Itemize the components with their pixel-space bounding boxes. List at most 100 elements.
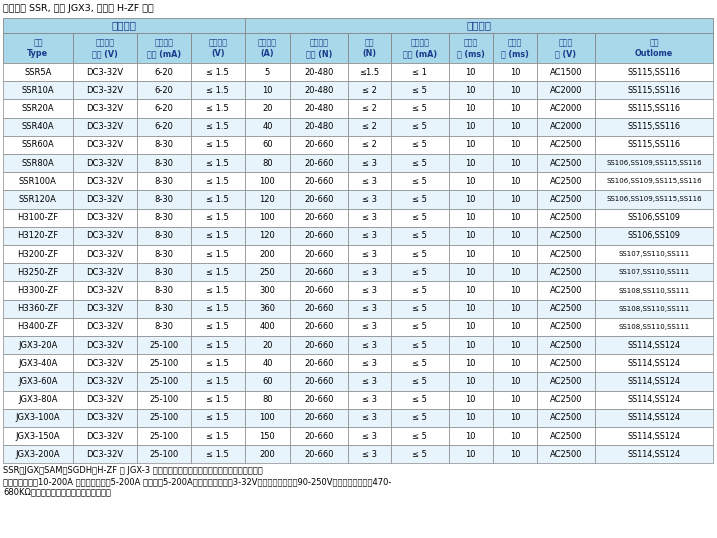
Bar [244,100,290,118]
Text: SS108,SS110,SS111: SS108,SS110,SS111 [618,306,690,312]
Bar [595,209,713,227]
Text: ≤ 5: ≤ 5 [412,341,427,350]
Bar [493,136,537,154]
Bar [391,300,449,318]
Text: JGX3-200A: JGX3-200A [16,450,60,459]
Text: DC3-32V: DC3-32V [87,140,123,150]
Bar [537,354,595,372]
Text: ≤ 1.5: ≤ 1.5 [206,213,229,222]
Text: ≤ 5: ≤ 5 [412,359,427,368]
Text: 直流控制直流：10-200A 交流控制交流：5-200A 调压器：5-200A，直流控制电压：3-32V，交流控制电压：90-250V，调压器电位器：470-: 直流控制直流：10-200A 交流控制交流：5-200A 调压器：5-200A，… [3,477,391,486]
Text: 10: 10 [465,250,476,259]
Text: DC3-32V: DC3-32V [87,104,123,113]
Bar [3,372,73,391]
Bar [137,100,191,118]
Text: 8-30: 8-30 [155,304,174,313]
Text: SS106,SS109,SS115,SS116: SS106,SS109,SS115,SS116 [606,160,702,166]
Text: 10: 10 [262,86,272,95]
Bar [348,118,391,136]
Bar [449,263,493,281]
Bar [191,118,244,136]
Text: SSR10A: SSR10A [22,86,54,95]
Bar [449,281,493,300]
Bar [348,172,391,190]
Bar [493,372,537,391]
Bar [137,300,191,318]
Text: 10: 10 [465,177,476,186]
Bar [391,136,449,154]
Text: DC3-32V: DC3-32V [87,322,123,331]
Bar [244,136,290,154]
Text: ≤ 1.5: ≤ 1.5 [206,322,229,331]
Bar [137,391,191,409]
Text: 型号
Type: 型号 Type [27,38,49,58]
Text: AC2500: AC2500 [550,159,582,168]
Text: 注：单相 SSR, 三相 JGX3, 工业级 H-ZF 系列: 注：单相 SSR, 三相 JGX3, 工业级 H-ZF 系列 [3,4,153,13]
Text: 10: 10 [465,68,476,76]
Bar [537,409,595,427]
Text: 10: 10 [510,286,521,295]
Text: ≤ 5: ≤ 5 [412,304,427,313]
Text: AC1500: AC1500 [550,68,582,76]
Text: SSR40A: SSR40A [22,122,54,131]
Bar [391,354,449,372]
Text: 10: 10 [465,322,476,331]
Bar [493,445,537,463]
Bar [348,63,391,81]
Text: ≤ 3: ≤ 3 [362,431,377,441]
Bar [493,154,537,172]
Bar [244,354,290,372]
Bar [244,263,290,281]
Bar [137,209,191,227]
Bar [537,63,595,81]
Text: ≤ 3: ≤ 3 [362,341,377,350]
Text: SSR5A: SSR5A [24,68,52,76]
Bar [73,281,137,300]
Bar [244,445,290,463]
Text: ≤ 5: ≤ 5 [412,395,427,404]
Bar [244,63,290,81]
Bar [595,409,713,427]
Bar [244,209,290,227]
Text: DC3-32V: DC3-32V [87,86,123,95]
Text: ≤ 3: ≤ 3 [362,377,377,386]
Text: 平均电流
(A): 平均电流 (A) [258,38,277,58]
Bar [348,33,391,63]
Bar [244,81,290,100]
Bar [537,281,595,300]
Bar [449,391,493,409]
Text: 8-30: 8-30 [155,213,174,222]
Bar [290,100,348,118]
Bar [537,227,595,245]
Text: SS114,SS124: SS114,SS124 [627,395,680,404]
Bar [537,300,595,318]
Bar [493,391,537,409]
Bar [137,33,191,63]
Text: 绵缘电
压 (V): 绵缘电 压 (V) [556,38,576,58]
Text: SS114,SS124: SS114,SS124 [627,431,680,441]
Bar [290,281,348,300]
Text: 控制参数: 控制参数 [111,20,136,31]
Bar [244,300,290,318]
Bar [137,63,191,81]
Bar [348,263,391,281]
Text: 10: 10 [510,304,521,313]
Text: JGX3-60A: JGX3-60A [18,377,57,386]
Bar [191,409,244,427]
Bar [3,100,73,118]
Text: ≤ 1.5: ≤ 1.5 [206,140,229,150]
Text: 20: 20 [262,104,272,113]
Text: 20-480: 20-480 [305,122,334,131]
Text: 6-20: 6-20 [155,86,174,95]
Text: 25-100: 25-100 [149,431,179,441]
Bar [449,300,493,318]
Bar [191,263,244,281]
Text: 20-660: 20-660 [304,250,334,259]
Text: SS114,SS124: SS114,SS124 [627,377,680,386]
Bar [290,409,348,427]
Bar [348,281,391,300]
Bar [290,118,348,136]
Text: 压降
(N): 压降 (N) [362,38,376,58]
Bar [537,318,595,336]
Text: 关闭电压
(V): 关闭电压 (V) [208,38,227,58]
